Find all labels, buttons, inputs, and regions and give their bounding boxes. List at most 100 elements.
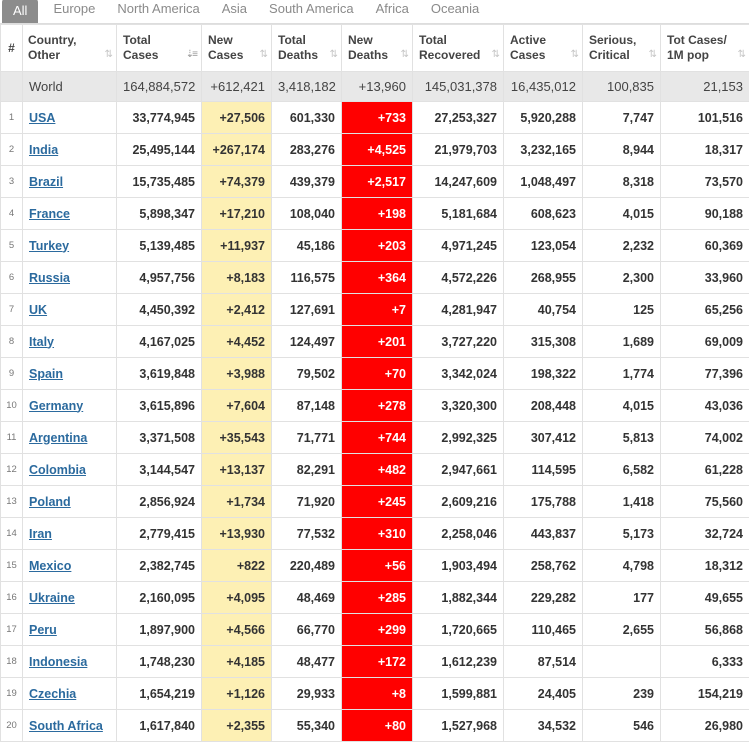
sort-arrows-icon: ⇅ (570, 49, 580, 60)
new-cases-cell: +13,137 (201, 453, 272, 486)
country-link[interactable]: Argentina (29, 430, 88, 445)
active-cases-cell: 268,955 (503, 261, 583, 294)
new-cases-cell: +35,543 (201, 421, 272, 454)
country-link[interactable]: Brazil (29, 174, 64, 189)
rank-cell: 15 (0, 549, 23, 582)
country-link[interactable]: Spain (29, 366, 64, 381)
total-deaths-cell: 66,770 (271, 613, 342, 646)
serious-critical-cell: 177 (582, 581, 661, 614)
rank-cell: 4 (0, 197, 23, 230)
country-cell: Iran (22, 517, 117, 550)
country-link[interactable]: Iran (29, 526, 52, 541)
cases-per-million-cell: 26,980 (660, 709, 749, 742)
col-header-serious-critical[interactable]: Serious, Critical ⇅ (582, 24, 661, 72)
active-cases-cell: 87,514 (503, 645, 583, 678)
country-link[interactable]: Poland (29, 494, 71, 509)
country-link[interactable]: Germany (29, 398, 84, 413)
sort-arrows-icon: ⇅ (737, 49, 747, 60)
active-cases-cell: 34,532 (503, 709, 583, 742)
sort-desc-icon: ⇣≡ (185, 49, 198, 60)
new-deaths-cell: +364 (341, 261, 413, 294)
country-link[interactable]: India (29, 142, 59, 157)
active-cases-cell: 208,448 (503, 389, 583, 422)
new-deaths-cell: +7 (341, 293, 413, 326)
new-cases-cell: +1,126 (201, 677, 272, 710)
new-cases-cell: +74,379 (201, 165, 272, 198)
serious-critical-cell: 239 (582, 677, 661, 710)
col-header-total-deaths[interactable]: Total Deaths ⇅ (271, 24, 342, 72)
col-header-active-cases[interactable]: Active Cases ⇅ (503, 24, 583, 72)
cases-per-million-cell: 74,002 (660, 421, 749, 454)
new-deaths-cell: +203 (341, 229, 413, 262)
cases-per-million-cell: 154,219 (660, 677, 749, 710)
sort-arrows-icon: ⇅ (400, 49, 410, 60)
total-deaths-cell: 48,477 (271, 645, 342, 678)
tab-all[interactable]: All (2, 0, 39, 23)
sort-arrows-icon: ⇅ (104, 49, 114, 60)
country-link[interactable]: South Africa (29, 718, 103, 733)
total-deaths-cell: 439,379 (271, 165, 342, 198)
total-deaths-cell: 55,340 (271, 709, 342, 742)
new-cases-cell: +822 (201, 549, 272, 582)
new-cases-cell: +2,355 (201, 709, 272, 742)
col-header-total-cases[interactable]: Total Cases ⇣≡ (116, 24, 202, 72)
table-row: 7 UK 4,450,392 +2,412 127,691 +7 4,281,947 40,7… (0, 293, 749, 326)
table-row: 13 Poland 2,856,924 +1,734 71,920 +245 2,609,2… (0, 485, 749, 518)
new-cases-cell: +11,937 (201, 229, 272, 262)
col-header-cases-per-million[interactable]: Tot Cases/1M pop ⇅ (660, 24, 749, 72)
total-recovered-cell: 3,342,024 (412, 357, 504, 390)
tab-asia[interactable]: Asia (221, 1, 248, 16)
new-deaths-cell: +4,525 (341, 133, 413, 166)
country-cell: Ukraine (22, 581, 117, 614)
rank-cell: 13 (0, 485, 23, 518)
col-header-new-cases[interactable]: New Cases ⇅ (201, 24, 272, 72)
country-link[interactable]: France (29, 206, 70, 221)
total-cases-cell: 2,382,745 (116, 549, 202, 582)
new-deaths-cell: +8 (341, 677, 413, 710)
total-cases-cell: 3,371,508 (116, 421, 202, 454)
country-link[interactable]: USA (29, 110, 56, 125)
tab-africa[interactable]: Africa (375, 1, 409, 16)
world-country-cell: World (22, 71, 117, 102)
tab-oceania[interactable]: Oceania (430, 1, 480, 16)
col-header-total-recovered[interactable]: Total Recovered ⇅ (412, 24, 504, 72)
serious-critical-cell: 4,798 (582, 549, 661, 582)
active-cases-cell: 1,048,497 (503, 165, 583, 198)
country-link[interactable]: Ukraine (29, 590, 75, 605)
total-recovered-cell: 2,947,661 (412, 453, 504, 486)
active-cases-cell: 114,595 (503, 453, 583, 486)
cases-per-million-cell: 90,188 (660, 197, 749, 230)
tab-north-america[interactable]: North America (117, 1, 200, 16)
serious-critical-cell: 7,747 (582, 101, 661, 134)
country-link[interactable]: Indonesia (29, 654, 88, 669)
total-recovered-cell: 4,971,245 (412, 229, 504, 262)
world-active-cases: 16,435,012 (503, 71, 583, 102)
new-cases-cell: +3,988 (201, 357, 272, 390)
col-header-country[interactable]: Country, Other ⇅ (22, 24, 117, 72)
col-header-new-deaths[interactable]: New Deaths ⇅ (341, 24, 413, 72)
country-link[interactable]: Russia (29, 270, 70, 285)
country-link[interactable]: Turkey (29, 238, 70, 253)
total-deaths-cell: 87,148 (271, 389, 342, 422)
total-deaths-cell: 220,489 (271, 549, 342, 582)
col-header-rank[interactable]: # (0, 24, 23, 72)
total-cases-cell: 2,856,924 (116, 485, 202, 518)
table-row: 10 Germany 3,615,896 +7,604 87,148 +278 3,320,… (0, 389, 749, 422)
country-link[interactable]: Colombia (29, 462, 86, 477)
country-link[interactable]: UK (29, 302, 48, 317)
country-link[interactable]: Peru (29, 622, 57, 637)
country-link[interactable]: Italy (29, 334, 55, 349)
tab-europe[interactable]: Europe (53, 1, 96, 16)
rank-cell: 3 (0, 165, 23, 198)
cases-per-million-cell: 32,724 (660, 517, 749, 550)
tab-south-america[interactable]: South America (269, 1, 354, 16)
total-deaths-cell: 48,469 (271, 581, 342, 614)
table-row: 6 Russia 4,957,756 +8,183 116,575 +364 4,572,2… (0, 261, 749, 294)
total-recovered-cell: 1,599,881 (412, 677, 504, 710)
country-link[interactable]: Mexico (29, 558, 72, 573)
country-cell: Mexico (22, 549, 117, 582)
country-cell: South Africa (22, 709, 117, 742)
country-link[interactable]: Czechia (29, 686, 77, 701)
rank-cell: 7 (0, 293, 23, 326)
covid-stats-table: # Country, Other ⇅ Total Cases ⇣≡ New Cases ⇅ … (0, 24, 749, 742)
